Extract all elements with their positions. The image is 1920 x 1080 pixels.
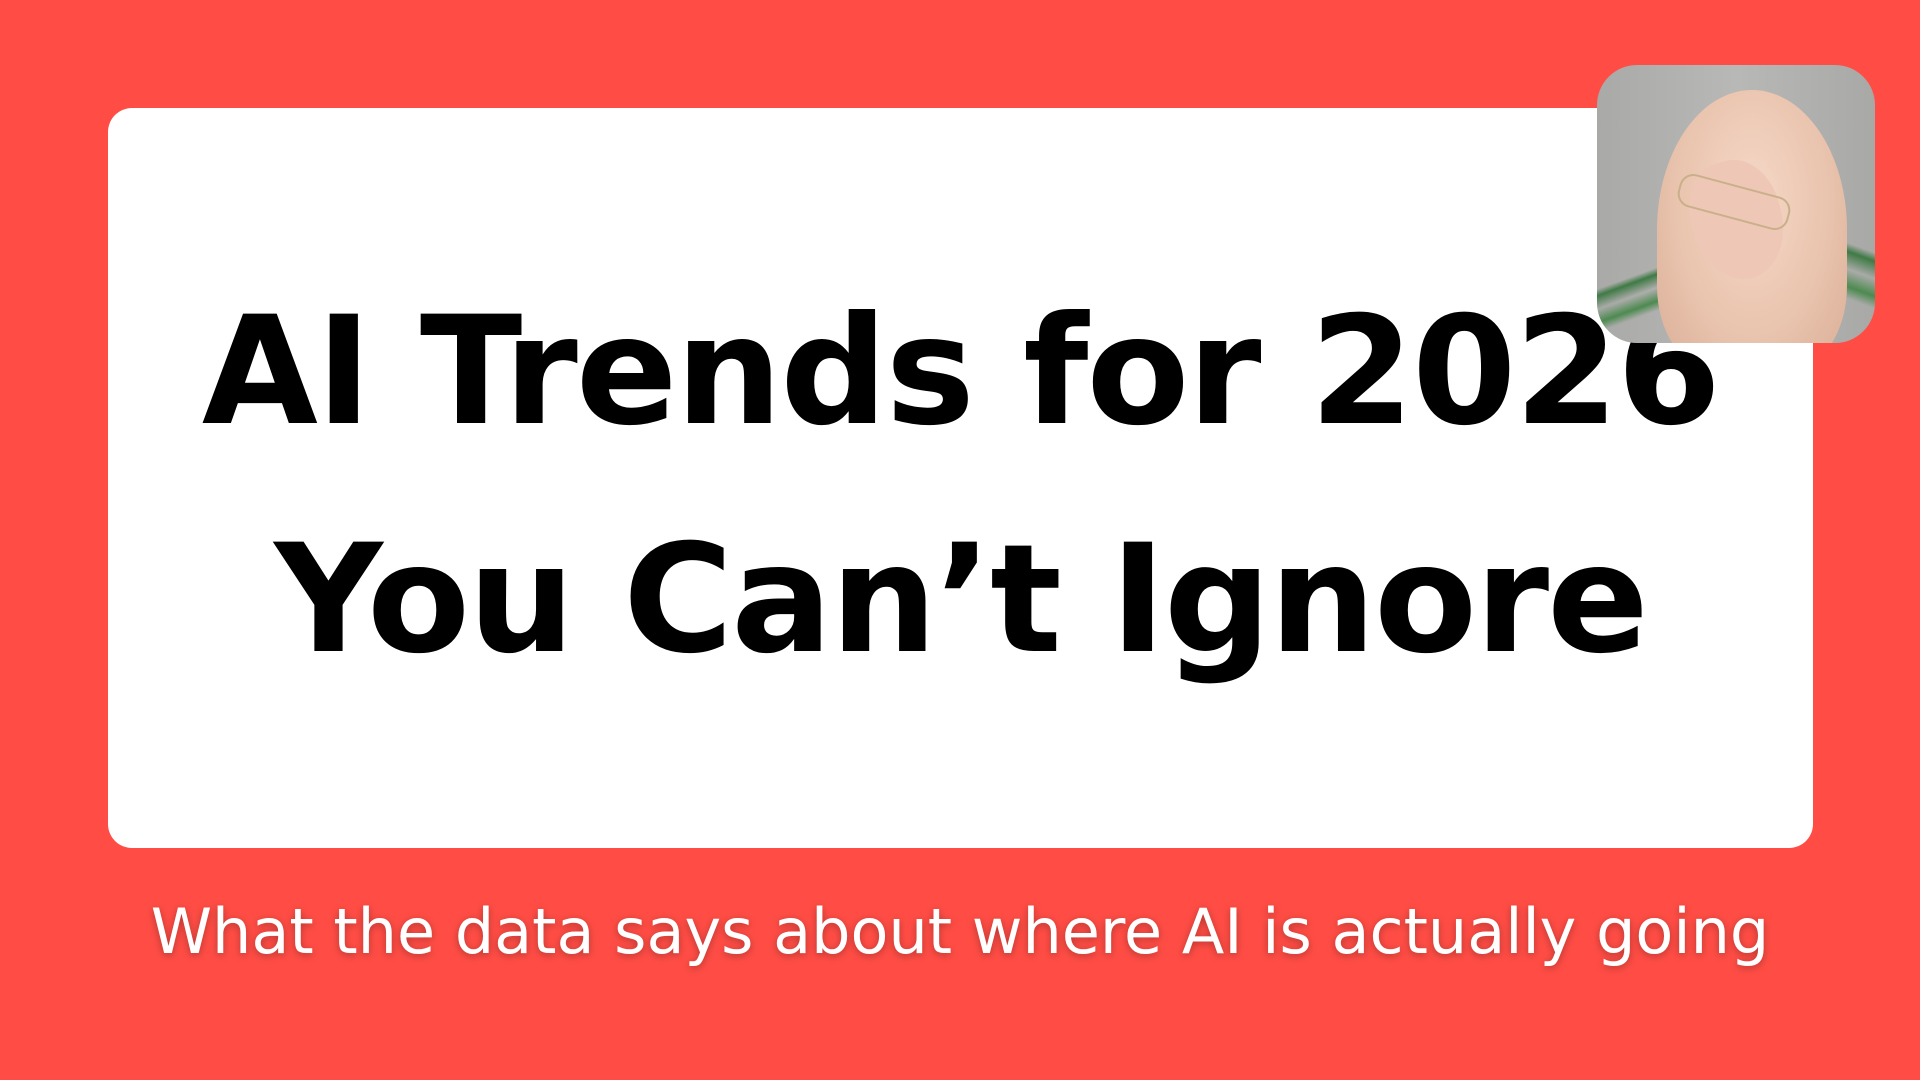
author-photo (1597, 65, 1875, 343)
title-line-2: You Can’t Ignore (274, 513, 1649, 687)
plant-decoration (1597, 235, 1667, 343)
subtitle: What the data says about where AI is act… (150, 895, 1770, 968)
title-card (108, 108, 1813, 848)
title-line-1: AI Trends for 2026 (201, 285, 1721, 459)
page-title: AI Trends for 2026 You Can’t Ignore (108, 258, 1813, 714)
